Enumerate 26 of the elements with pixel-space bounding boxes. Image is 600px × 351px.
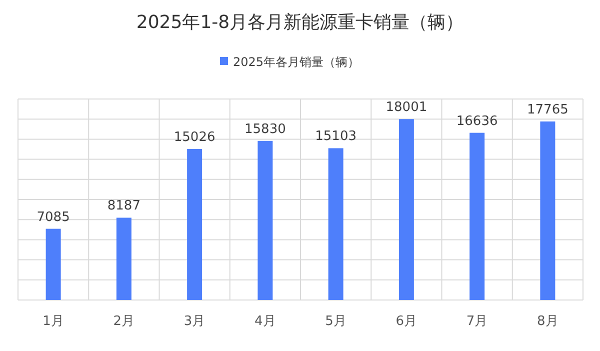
x-tick-label: 6月 [396,314,418,329]
bar [46,228,61,300]
chart-title: 2025年1-8月各月新能源重卡销量（辆） [136,12,464,33]
x-tick-label: 5月 [325,314,346,329]
data-label: 15103 [315,129,356,144]
x-tick-label: 4月 [254,314,276,329]
x-tick-label: 1月 [42,314,64,329]
x-tick-label: 7月 [466,314,488,329]
data-label: 15830 [244,122,286,137]
bar [187,148,202,300]
bar [470,132,485,300]
bar [258,140,273,300]
legend-label: 2025年各月销量（辆） [233,55,360,69]
data-label: 15026 [174,130,216,145]
x-tick-label: 3月 [184,314,206,329]
data-label: 18001 [386,100,428,116]
data-label: 8187 [107,198,140,214]
data-label: 17765 [527,102,568,118]
data-label: 16636 [456,114,498,129]
bar [540,121,556,300]
data-label: 7085 [36,210,70,225]
bar [328,148,344,300]
x-tick-label: 2月 [113,314,135,329]
bar [116,218,132,300]
x-tick-label: 8月 [537,314,558,329]
bar [398,119,414,300]
